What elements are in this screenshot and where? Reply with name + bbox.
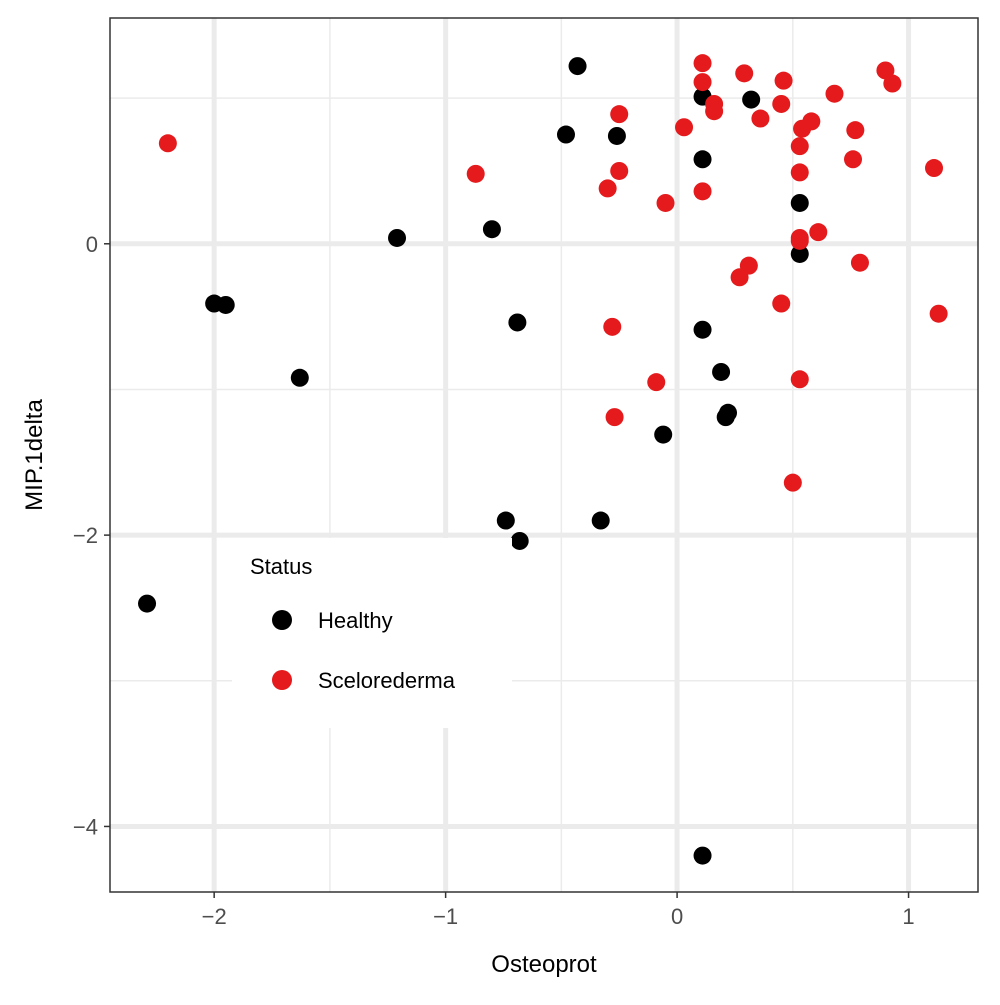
- point-scelorederma: [929, 304, 948, 323]
- point-scelorederma: [925, 159, 944, 178]
- point-scelorederma: [790, 163, 809, 182]
- point-scelorederma: [783, 473, 802, 492]
- point-scelorederma: [802, 112, 821, 131]
- point-healthy: [496, 511, 515, 530]
- point-scelorederma: [772, 294, 791, 313]
- point-scelorederma: [705, 102, 724, 121]
- x-tick-label: 1: [902, 904, 914, 929]
- point-scelorederma: [846, 121, 865, 140]
- point-scelorederma: [883, 74, 902, 93]
- data-points: [138, 54, 948, 865]
- point-healthy: [693, 320, 712, 339]
- point-healthy: [138, 594, 157, 613]
- x-tick-label: 0: [671, 904, 683, 929]
- legend-label-scelorederma: Scelorederma: [318, 668, 456, 693]
- point-scelorederma: [610, 105, 629, 124]
- y-tick-label: 0: [86, 232, 98, 257]
- axis-ticks: −2 −1 0 1 −4 −2 0: [73, 232, 915, 929]
- point-scelorederma: [598, 179, 617, 198]
- x-tick-label: −2: [202, 904, 227, 929]
- point-scelorederma: [466, 164, 485, 183]
- point-scelorederma: [693, 73, 712, 92]
- panel-border: [109, 17, 979, 893]
- point-scelorederma: [790, 231, 809, 250]
- x-tick-label: −1: [433, 904, 458, 929]
- point-scelorederma: [772, 94, 791, 113]
- point-scelorederma: [693, 54, 712, 73]
- point-scelorederma: [790, 137, 809, 156]
- point-healthy: [482, 220, 501, 239]
- point-scelorederma: [647, 373, 666, 392]
- point-scelorederma: [774, 71, 793, 90]
- point-healthy: [790, 193, 809, 212]
- point-healthy: [216, 295, 235, 314]
- point-scelorederma: [790, 370, 809, 389]
- point-scelorederma: [730, 268, 749, 287]
- y-axis-title: MIP.1delta: [21, 399, 48, 511]
- legend-key-healthy: [272, 610, 292, 630]
- point-healthy: [742, 90, 761, 109]
- legend-key-scelorederma: [272, 670, 292, 690]
- legend-label-healthy: Healthy: [318, 608, 393, 633]
- grid: [110, 18, 978, 892]
- legend-title: Status: [250, 554, 312, 579]
- point-scelorederma: [693, 182, 712, 201]
- legend: Status Healthy Scelorederma: [232, 538, 512, 728]
- point-healthy: [654, 425, 673, 444]
- point-healthy: [568, 57, 587, 76]
- point-healthy: [693, 150, 712, 169]
- point-scelorederma: [675, 118, 694, 137]
- point-scelorederma: [751, 109, 770, 128]
- x-axis-title: Osteoprot: [491, 951, 597, 978]
- legend-background: [232, 538, 512, 728]
- point-healthy: [716, 408, 735, 427]
- point-healthy: [790, 244, 809, 263]
- point-healthy: [607, 126, 626, 145]
- point-healthy: [693, 846, 712, 865]
- point-scelorederma: [735, 64, 754, 83]
- point-scelorederma: [605, 408, 624, 427]
- y-tick-label: −2: [73, 523, 98, 548]
- point-scelorederma: [656, 193, 675, 212]
- point-healthy: [388, 228, 407, 247]
- point-scelorederma: [603, 317, 622, 336]
- point-scelorederma: [825, 84, 844, 103]
- point-scelorederma: [610, 161, 629, 180]
- point-scelorederma: [158, 134, 177, 153]
- point-scelorederma: [809, 223, 828, 242]
- point-scelorederma: [850, 253, 869, 272]
- legend-items: Healthy Scelorederma: [272, 608, 456, 693]
- point-scelorederma: [844, 150, 863, 169]
- point-healthy: [591, 511, 610, 530]
- point-healthy: [290, 368, 309, 387]
- point-healthy: [508, 313, 527, 332]
- point-healthy: [712, 362, 731, 381]
- point-healthy: [510, 531, 529, 550]
- y-tick-label: −4: [73, 814, 98, 839]
- point-healthy: [556, 125, 575, 144]
